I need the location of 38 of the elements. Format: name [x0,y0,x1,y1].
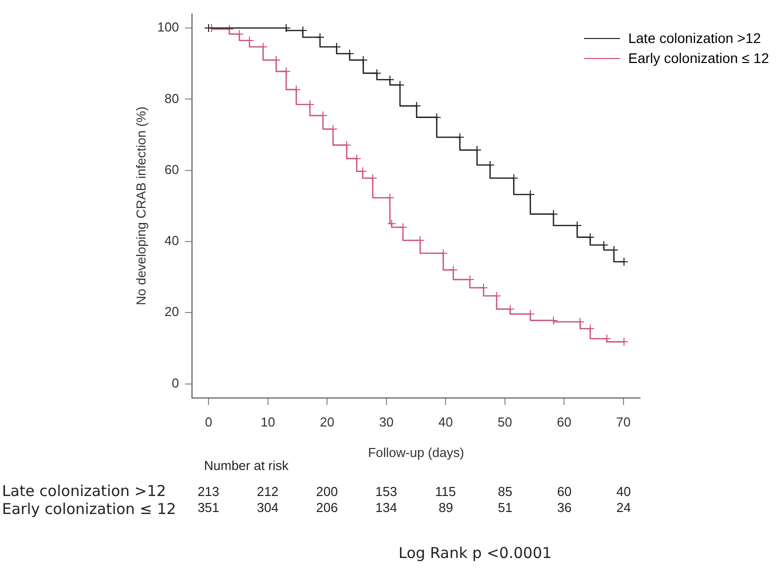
text: 134 [375,500,398,515]
text: 40 [616,484,631,499]
y-tick-label: 0 [172,375,179,390]
x-tick-label: 20 [320,414,334,430]
y-axis-title: No developing CRAB infection (%) [133,106,148,306]
x-tick-label: 60 [556,414,572,430]
y-tick-label: 80 [164,90,179,106]
x-tick-label: 50 [498,414,512,430]
text: 89 [438,500,454,515]
text: 200 [316,484,338,499]
text: 304 [256,500,279,515]
text: 51 [498,500,512,515]
text: 206 [316,500,338,515]
y-tick-label: 100 [157,20,179,35]
text: 85 [498,484,512,499]
legend-label: Early colonization ≤ 12 [628,50,769,66]
text: 60 [557,484,572,499]
text: Early colonization ≤ 12 [2,500,176,518]
text: 212 [256,484,279,499]
x-axis-title: Follow-up (days) [368,444,464,460]
legend-label: Late colonization >12 [628,30,761,46]
text: 213 [198,484,220,499]
x-tick-label: 70 [616,414,631,430]
x-tick-label: 0 [204,414,212,430]
text: Late colonization >12 [2,482,166,500]
text: 36 [557,500,572,515]
text: 115 [435,484,456,499]
x-tick-label: 30 [379,414,394,430]
text: 351 [198,500,220,515]
y-tick-label: 20 [164,304,179,320]
x-tick-label: 10 [260,414,276,430]
y-tick-label: 60 [164,162,179,177]
text: 153 [375,484,398,499]
y-tick-label: 40 [164,233,179,248]
text: Log Rank p <0.0001 [398,544,552,562]
x-tick-label: 40 [438,414,453,430]
text: Number at risk [204,458,289,473]
text: 24 [616,500,631,515]
